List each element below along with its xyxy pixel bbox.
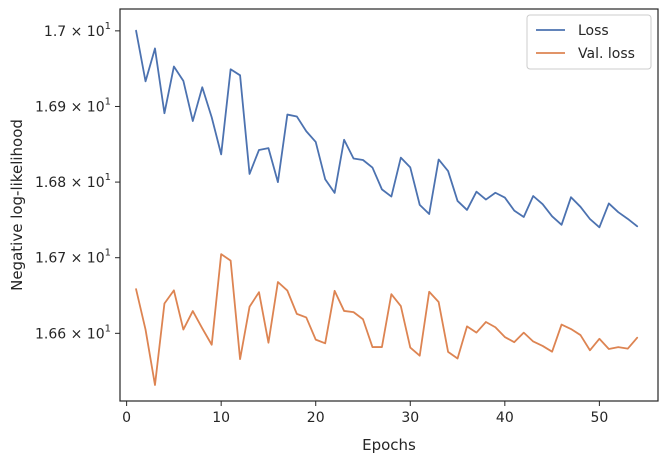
series-line-val-loss bbox=[135, 253, 639, 386]
series-line-loss bbox=[135, 29, 639, 229]
legend-label-loss: Loss bbox=[578, 23, 609, 39]
x-tick-label: 40 bbox=[496, 410, 514, 426]
x-axis-label: Epochs bbox=[362, 436, 416, 454]
x-tick-label: 50 bbox=[590, 410, 608, 426]
x-tick-label: 20 bbox=[307, 410, 325, 426]
x-axis-ticks: 0 10 20 30 40 50 bbox=[122, 401, 608, 426]
y-tick-label: 1.68 × 101 bbox=[35, 172, 111, 191]
y-axis-label: Negative log-likelihood bbox=[8, 119, 26, 291]
y-axis-ticks: 1.66 × 101 1.67 × 101 1.68 × 101 1.69 × 101… bbox=[35, 21, 120, 342]
y-tick-label: 1.66 × 101 bbox=[35, 323, 111, 342]
y-tick-label: 1.67 × 101 bbox=[35, 248, 111, 267]
x-tick-label: 30 bbox=[401, 410, 419, 426]
series-lines bbox=[135, 29, 639, 386]
x-tick-label: 10 bbox=[212, 410, 230, 426]
x-tick-label: 0 bbox=[122, 410, 131, 426]
y-tick-label: 1.69 × 101 bbox=[35, 96, 111, 115]
y-tick-label: 1.7 × 101 bbox=[44, 21, 111, 40]
legend-frame bbox=[526, 14, 652, 70]
legend: Loss Val. loss bbox=[526, 14, 652, 70]
plot-frame bbox=[119, 8, 659, 402]
legend-label-val-loss: Val. loss bbox=[578, 46, 635, 62]
